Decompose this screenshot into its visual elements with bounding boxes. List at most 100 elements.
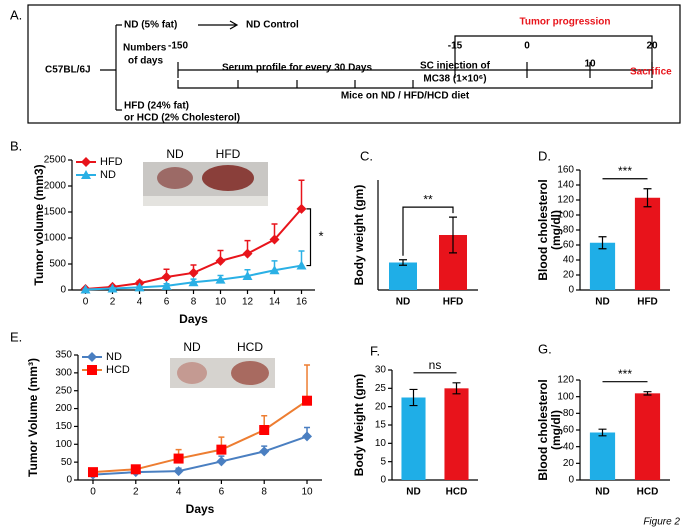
marker	[87, 352, 97, 362]
x-tick-label: 12	[242, 297, 254, 308]
tumor	[231, 361, 269, 385]
marker	[81, 170, 91, 179]
bar	[589, 432, 616, 480]
legend-label: ND	[106, 351, 122, 363]
bar	[634, 197, 661, 290]
day-mark: 20	[646, 41, 658, 52]
marker	[161, 280, 172, 290]
bar	[634, 393, 661, 480]
day-mark: -150	[168, 41, 188, 52]
x-tick-label: 4	[176, 487, 182, 498]
tumor	[157, 167, 193, 189]
significance: ns	[429, 358, 442, 372]
nd-control: ND Control	[246, 20, 299, 31]
legend-label: ND	[100, 169, 116, 181]
y-tick-label: 50	[61, 457, 73, 468]
panel-a: A. C57BL/6J ND (5% fat) ND Control Numbe…	[10, 4, 681, 124]
diet-line	[177, 80, 653, 89]
significance: **	[423, 192, 433, 206]
y-axis-label: Tumor Volume (mm³)	[26, 358, 40, 477]
y-tick-label: 120	[557, 195, 574, 206]
tumor-progression: Tumor progression	[520, 17, 611, 28]
hfd-diet: or HCD (2% Cholesterol)	[124, 113, 240, 124]
error-bar	[452, 382, 461, 395]
y-tick-label: 100	[557, 210, 574, 221]
marker	[80, 284, 91, 294]
x-tick-label: 8	[191, 297, 197, 308]
hfd-diet: HFD (24% fat)	[124, 101, 189, 112]
bar	[589, 242, 616, 290]
marker	[87, 365, 97, 375]
x-tick-label: 6	[219, 487, 225, 498]
marker	[188, 267, 199, 278]
x-tick-label: 16	[296, 297, 308, 308]
error-bar	[598, 428, 607, 437]
nd-diet: ND (5% fat)	[124, 20, 177, 31]
y-tick-label: 100	[55, 439, 72, 450]
x-tick-label: 10	[215, 297, 227, 308]
y-tick-label: 160	[557, 165, 574, 176]
y-tick-label: 140	[557, 180, 574, 191]
x-tick-label: HCD	[637, 487, 659, 498]
injection: SC injection of	[420, 61, 491, 72]
marker	[173, 466, 184, 477]
y-tick-label: 0	[66, 475, 72, 486]
serum: Serum profile for every 30 Days	[222, 63, 373, 74]
error-bar	[643, 188, 652, 208]
y-tick-label: 0	[60, 285, 66, 296]
y-tick-label: 80	[563, 225, 575, 236]
y-axis-label: Body weight (gm)	[352, 185, 366, 286]
error-bar	[304, 364, 311, 401]
y-tick-label: 0	[380, 475, 386, 486]
legend-label: HFD	[100, 156, 123, 168]
y-tick-label: 80	[563, 408, 575, 419]
arrow	[198, 20, 239, 30]
marker	[81, 157, 91, 167]
marker	[259, 425, 270, 435]
branch	[100, 24, 122, 111]
panel-label: B.	[10, 138, 22, 153]
x-tick-label: 0	[83, 297, 89, 308]
strain: C57BL/6J	[45, 65, 91, 76]
x-tick-label: 0	[90, 487, 96, 498]
x-tick-label: 4	[137, 297, 143, 308]
marker	[269, 234, 280, 245]
figure-label: Figure 2	[643, 517, 680, 528]
y-axis-label: Blood cholesterol	[536, 379, 550, 480]
marker	[215, 255, 226, 266]
legend-label: HCD	[106, 364, 130, 376]
marker	[87, 467, 98, 478]
diet-span: Mice on ND / HFD/HCD diet	[341, 91, 470, 102]
x-tick-label: HCD	[446, 487, 468, 498]
series-line	[92, 435, 308, 476]
y-tick-label: 350	[55, 350, 72, 361]
progression-bracket	[454, 35, 653, 70]
y-tick-label: 500	[49, 259, 66, 270]
x-tick-label: HFD	[637, 297, 658, 308]
day-mark: -15	[448, 41, 463, 52]
marker	[302, 431, 313, 442]
marker	[269, 265, 280, 275]
x-tick-label: ND	[406, 487, 420, 498]
x-axis-label: Days	[186, 502, 215, 516]
x-tick-label: ND	[595, 297, 609, 308]
y-tick-label: 1000	[44, 233, 67, 244]
y-tick-label: 40	[563, 255, 575, 266]
y-tick-label: 2500	[44, 155, 67, 166]
marker	[130, 464, 141, 475]
significance: ***	[618, 164, 632, 178]
marker	[302, 395, 313, 406]
error-bar	[449, 216, 457, 254]
y-tick-label: 60	[563, 425, 575, 436]
panel-label: G.	[538, 341, 552, 356]
marker	[296, 260, 307, 270]
inset-label: ND	[166, 147, 184, 161]
y-tick-label: 0	[568, 285, 574, 296]
y-tick-label: 20	[375, 401, 387, 412]
error-bar	[598, 236, 607, 250]
x-tick-label: 6	[164, 297, 170, 308]
bar	[401, 397, 426, 480]
x-tick-label: 2	[110, 297, 116, 308]
y-axis-label: Tumor volume (mm3)	[32, 164, 46, 285]
